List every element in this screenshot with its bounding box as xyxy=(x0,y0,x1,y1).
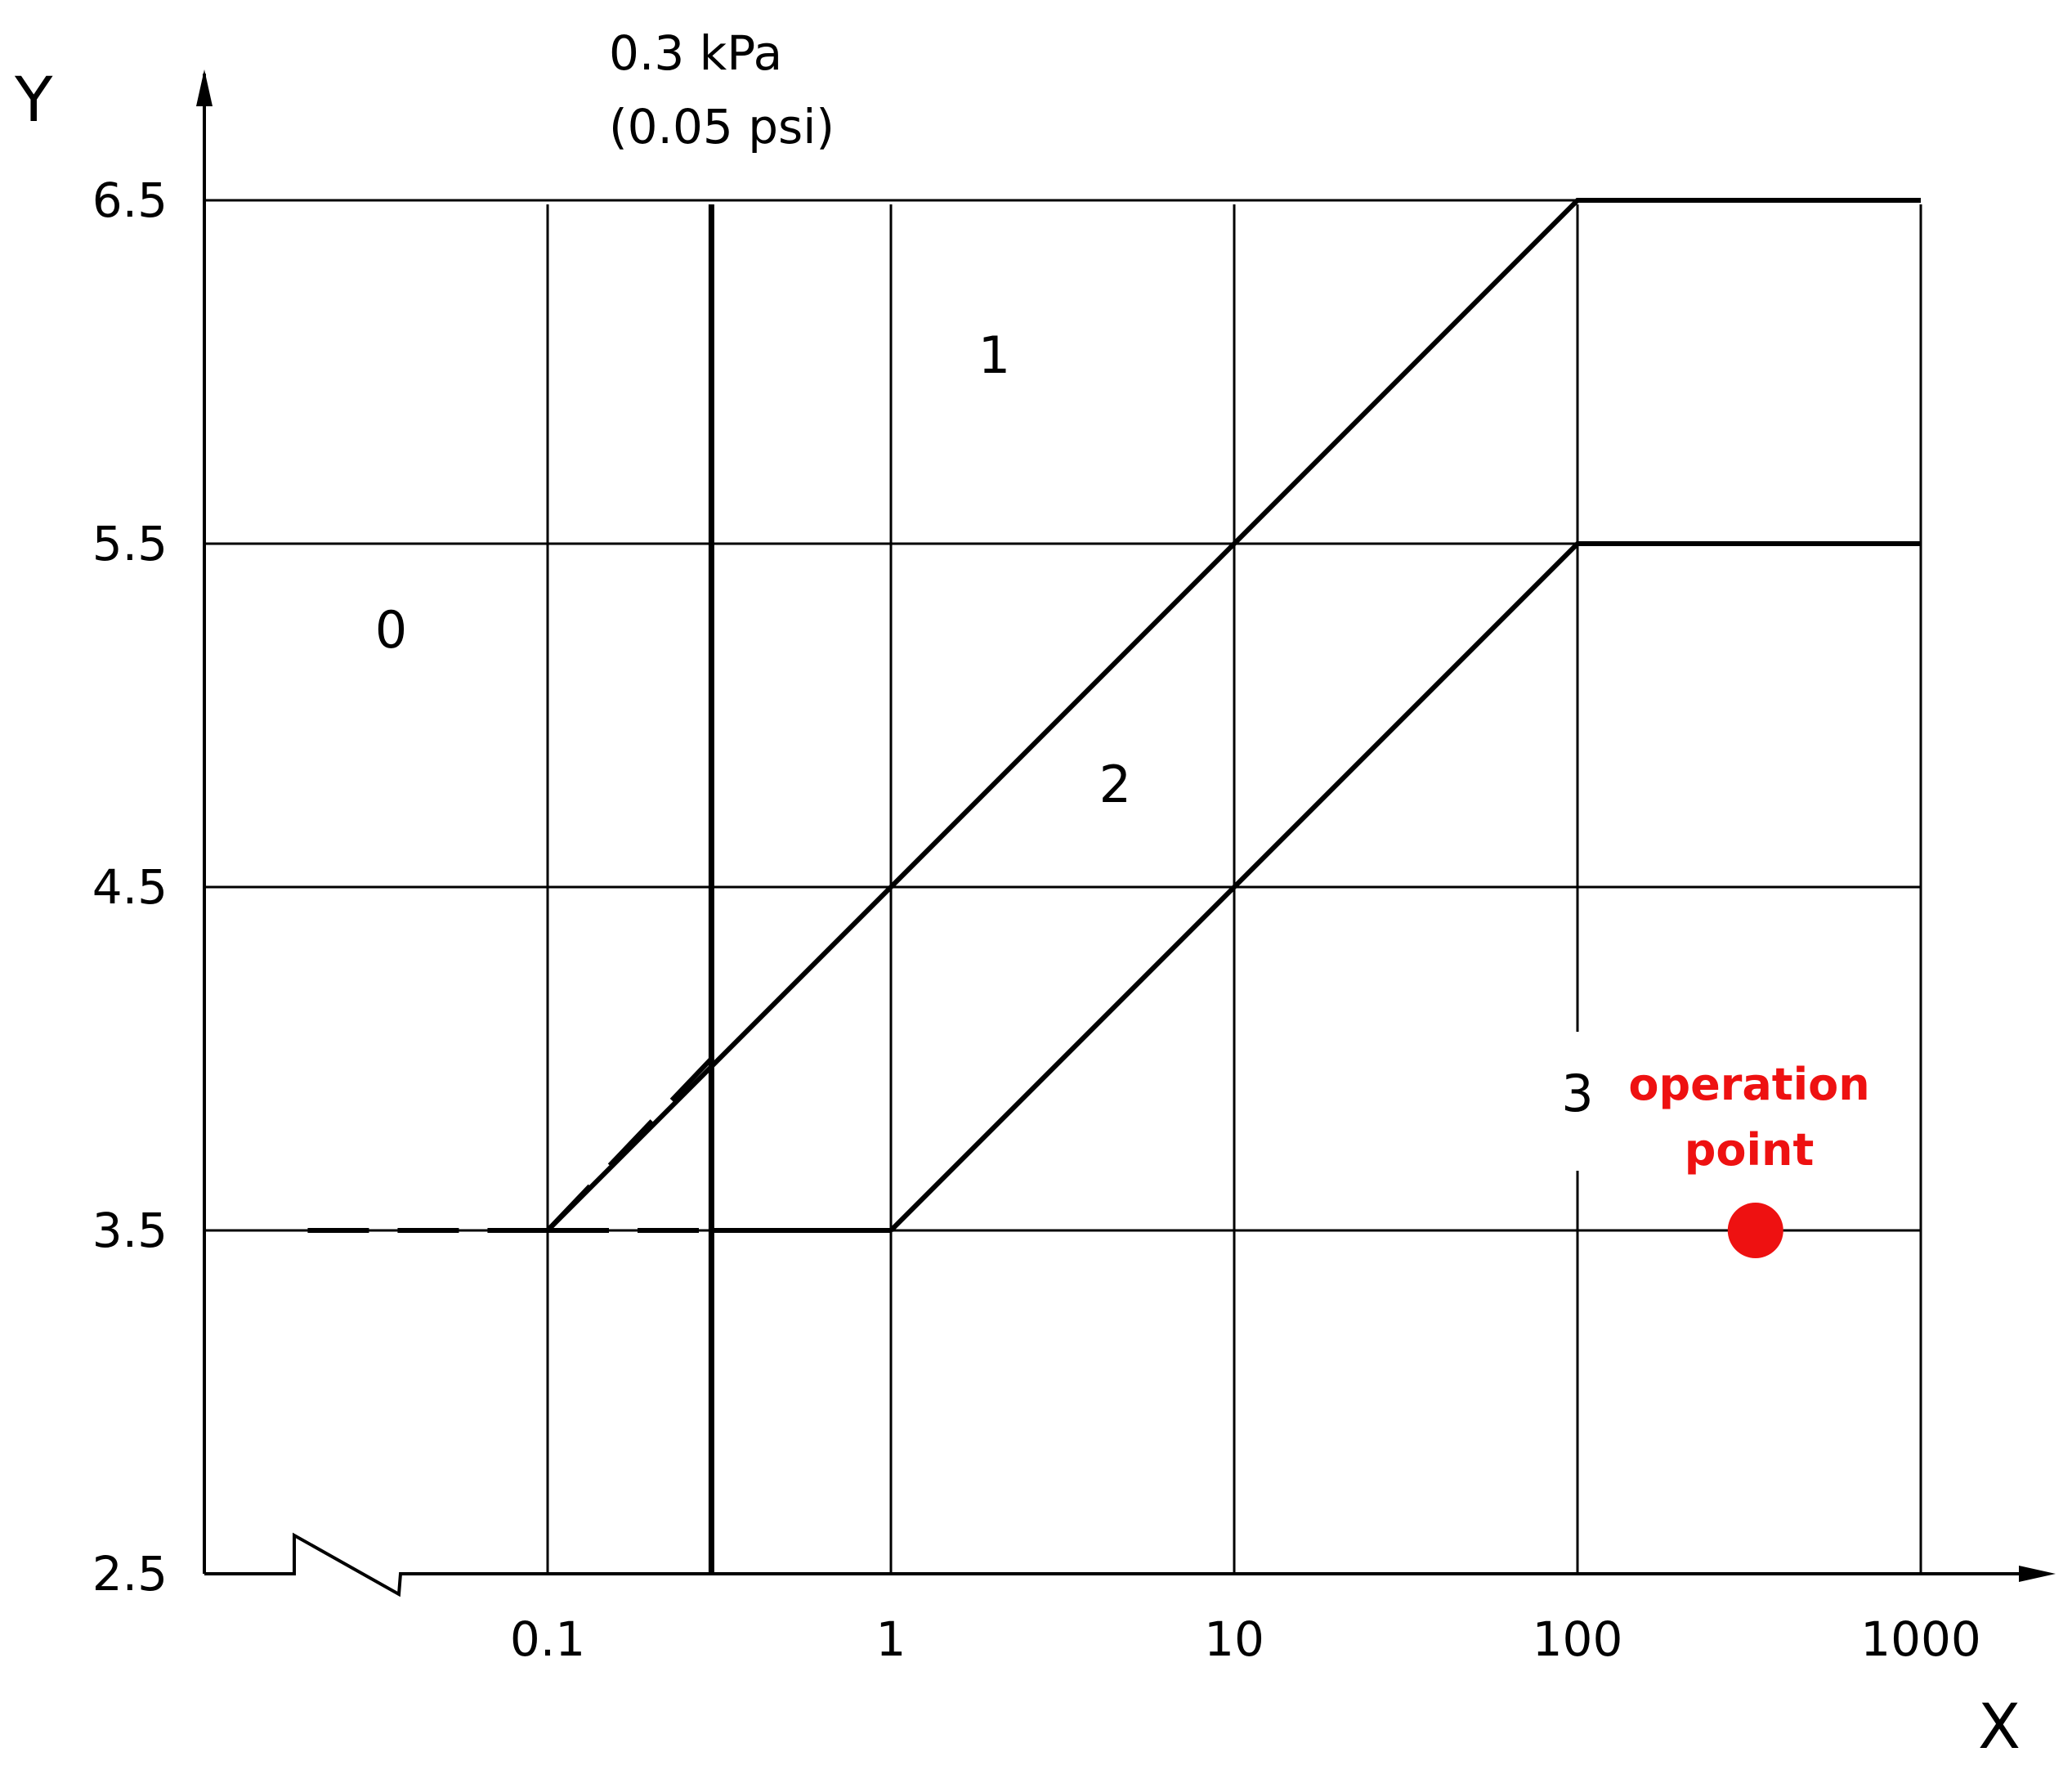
x-axis-arrow xyxy=(2019,1566,2056,1582)
reference-line-label-2: (0.05 psi) xyxy=(609,99,835,155)
series-1-dashed-2 xyxy=(545,1056,714,1233)
y-tick-label-0: 2.5 xyxy=(92,1546,168,1602)
y-axis-label: Y xyxy=(14,63,53,136)
x-axis-line xyxy=(204,1532,2027,1597)
axes-group xyxy=(196,69,2056,1597)
operation-point-label-1: operation xyxy=(1628,1059,1869,1110)
series-group xyxy=(307,198,1921,1233)
region-label-0: 0 xyxy=(375,600,407,660)
y-axis-arrow xyxy=(196,69,213,106)
y-tick-label-2: 4.5 xyxy=(92,859,168,915)
x-tick-label-4: 1000 xyxy=(1860,1611,1981,1667)
x-tick-label-1: 1 xyxy=(876,1611,906,1667)
region-labels: 0 1 2 3 xyxy=(375,325,1595,1171)
x-tick-label-3: 100 xyxy=(1533,1611,1623,1667)
x-tick-label-0: 0.1 xyxy=(510,1611,585,1667)
series-line-2 xyxy=(888,541,1921,1233)
grid-lines xyxy=(204,199,1922,1574)
y-tick-label-1: 3.5 xyxy=(92,1203,168,1258)
y-tick-label-4: 6.5 xyxy=(92,173,168,228)
x-tick-label-2: 10 xyxy=(1204,1611,1264,1667)
region-label-3: 3 xyxy=(1561,1064,1593,1123)
operation-point-marker xyxy=(1727,1203,1783,1258)
y-tick-label-3: 5.5 xyxy=(92,516,168,571)
region-label-mask-3 xyxy=(1560,1032,1595,1171)
annotation-group: operation point xyxy=(1628,1059,1870,1258)
series-line-1 xyxy=(545,198,1921,1233)
region-label-1: 1 xyxy=(978,325,1010,385)
x-axis-label: X xyxy=(1978,1690,2021,1763)
region-label-2: 2 xyxy=(1099,755,1131,814)
operation-point-label-2: point xyxy=(1685,1124,1815,1176)
reference-line-label-1: 0.3 kPa xyxy=(609,25,782,81)
